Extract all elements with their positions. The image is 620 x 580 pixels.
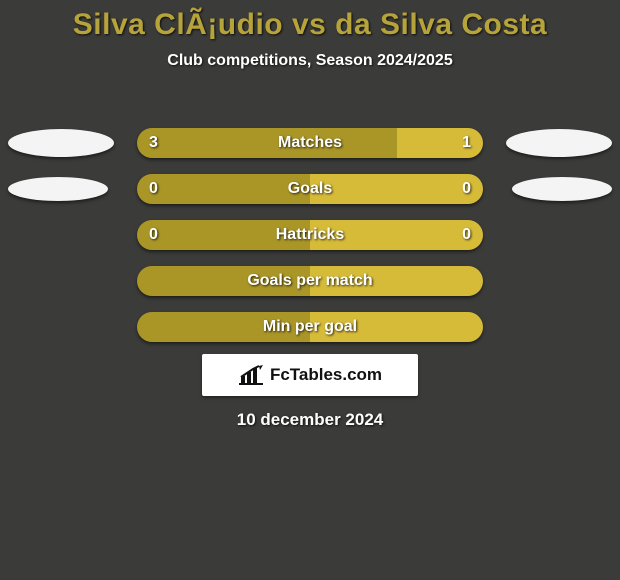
stat-bar-left-fill: [137, 128, 397, 158]
comparison-row: Goals per match: [0, 258, 620, 304]
player-ellipse-left: [8, 129, 114, 157]
player-ellipse-right: [512, 177, 612, 201]
stat-bar: Hattricks00: [137, 220, 483, 250]
stat-bar: Matches31: [137, 128, 483, 158]
stat-bar: Min per goal: [137, 312, 483, 342]
comparison-row: Min per goal: [0, 304, 620, 350]
stat-bar-left-fill: [137, 174, 310, 204]
date-label: 10 december 2024: [0, 410, 620, 430]
player-ellipse-left: [8, 177, 108, 201]
page-title: Silva ClÃ¡udio vs da Silva Costa: [0, 8, 620, 42]
stat-bar-right-fill: [310, 220, 483, 250]
stat-bar-left-fill: [137, 266, 310, 296]
header: Silva ClÃ¡udio vs da Silva Costa Club co…: [0, 0, 620, 70]
comparison-row: Goals00: [0, 166, 620, 212]
page-subtitle: Club competitions, Season 2024/2025: [0, 52, 620, 70]
stat-bar: Goals00: [137, 174, 483, 204]
player-ellipse-right: [506, 129, 612, 157]
stat-bar-right-fill: [397, 128, 484, 158]
brand-box: FcTables.com: [202, 354, 418, 396]
comparison-row: Matches31: [0, 120, 620, 166]
stat-bar-left-fill: [137, 312, 310, 342]
stat-bar-right-fill: [310, 312, 483, 342]
stat-bar-right-fill: [310, 174, 483, 204]
comparison-row: Hattricks00: [0, 212, 620, 258]
bar-chart-icon: [238, 365, 264, 385]
brand-text: FcTables.com: [270, 365, 382, 385]
stat-bar-right-fill: [310, 266, 483, 296]
stat-bar: Goals per match: [137, 266, 483, 296]
comparison-rows: Matches31 Goals00 Hattricks00 Goals per mat…: [0, 120, 620, 350]
comparison-infographic: Silva ClÃ¡udio vs da Silva Costa Club co…: [0, 0, 620, 580]
stat-bar-left-fill: [137, 220, 310, 250]
